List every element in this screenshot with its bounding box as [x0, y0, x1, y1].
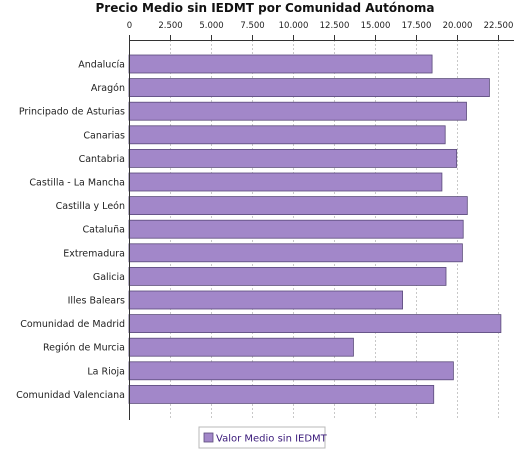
bar: [128, 361, 454, 381]
bar: [128, 219, 464, 239]
category-label: Región de Murcia: [43, 343, 125, 354]
category-label: Illes Balears: [68, 296, 125, 307]
legend: Valor Medio sin IEDMT: [198, 426, 328, 449]
bar: [128, 196, 468, 216]
bar: [128, 266, 447, 286]
category-label: Aragón: [91, 83, 125, 94]
bar: [128, 337, 354, 357]
category-label: Castilla y León: [56, 201, 125, 212]
category-label: Galicia: [93, 272, 125, 283]
bar: [128, 384, 435, 404]
category-label: Comunidad de Madrid: [20, 319, 125, 330]
x-tick-label: 5.000: [199, 21, 223, 31]
category-label: Principado de Asturias: [19, 107, 125, 118]
x-tick-label: 17.500: [402, 21, 432, 31]
legend-swatch: [203, 432, 214, 443]
category-labels: Andalucía Aragón Principado de Asturias Can…: [16, 60, 125, 401]
x-tick-label: 7.500: [240, 21, 264, 31]
bar: [128, 172, 443, 192]
category-label: Cataluña: [82, 225, 125, 236]
x-tick-label: 0: [127, 21, 132, 31]
x-tick-label: 10.000: [279, 21, 309, 31]
x-tick-label: 20.000: [443, 21, 473, 31]
bar: [128, 290, 403, 310]
bar: [128, 125, 446, 145]
bar: [128, 243, 463, 263]
category-label: Cantabria: [79, 154, 125, 165]
bars: [128, 54, 502, 404]
bar: [128, 314, 502, 334]
bar: [128, 78, 490, 97]
bar: [128, 54, 433, 74]
category-label: Castilla - La Mancha: [29, 178, 125, 189]
x-tick-label: 2.500: [158, 21, 182, 31]
bar: [128, 101, 467, 121]
x-axis-ticks: 0 2.500 5.000 7.500 10.000 12.500 15.000 17.500…: [127, 21, 514, 40]
category-label: Extremadura: [63, 248, 125, 259]
bar: [128, 148, 458, 168]
legend-label: Valor Medio sin IEDMT: [216, 434, 328, 445]
category-label: La Rioja: [87, 366, 125, 377]
x-tick-label: 22.500: [484, 21, 514, 31]
legend-box: [198, 426, 326, 449]
category-label: Andalucía: [78, 60, 125, 71]
category-label: Canarias: [83, 130, 125, 141]
chart-title: Precio Medio sin IEDMT por Comunidad Aut…: [96, 1, 435, 15]
x-tick-label: 15.000: [361, 21, 391, 31]
category-label: Comunidad Valenciana: [16, 390, 125, 401]
x-tick-label: 12.500: [320, 21, 350, 31]
